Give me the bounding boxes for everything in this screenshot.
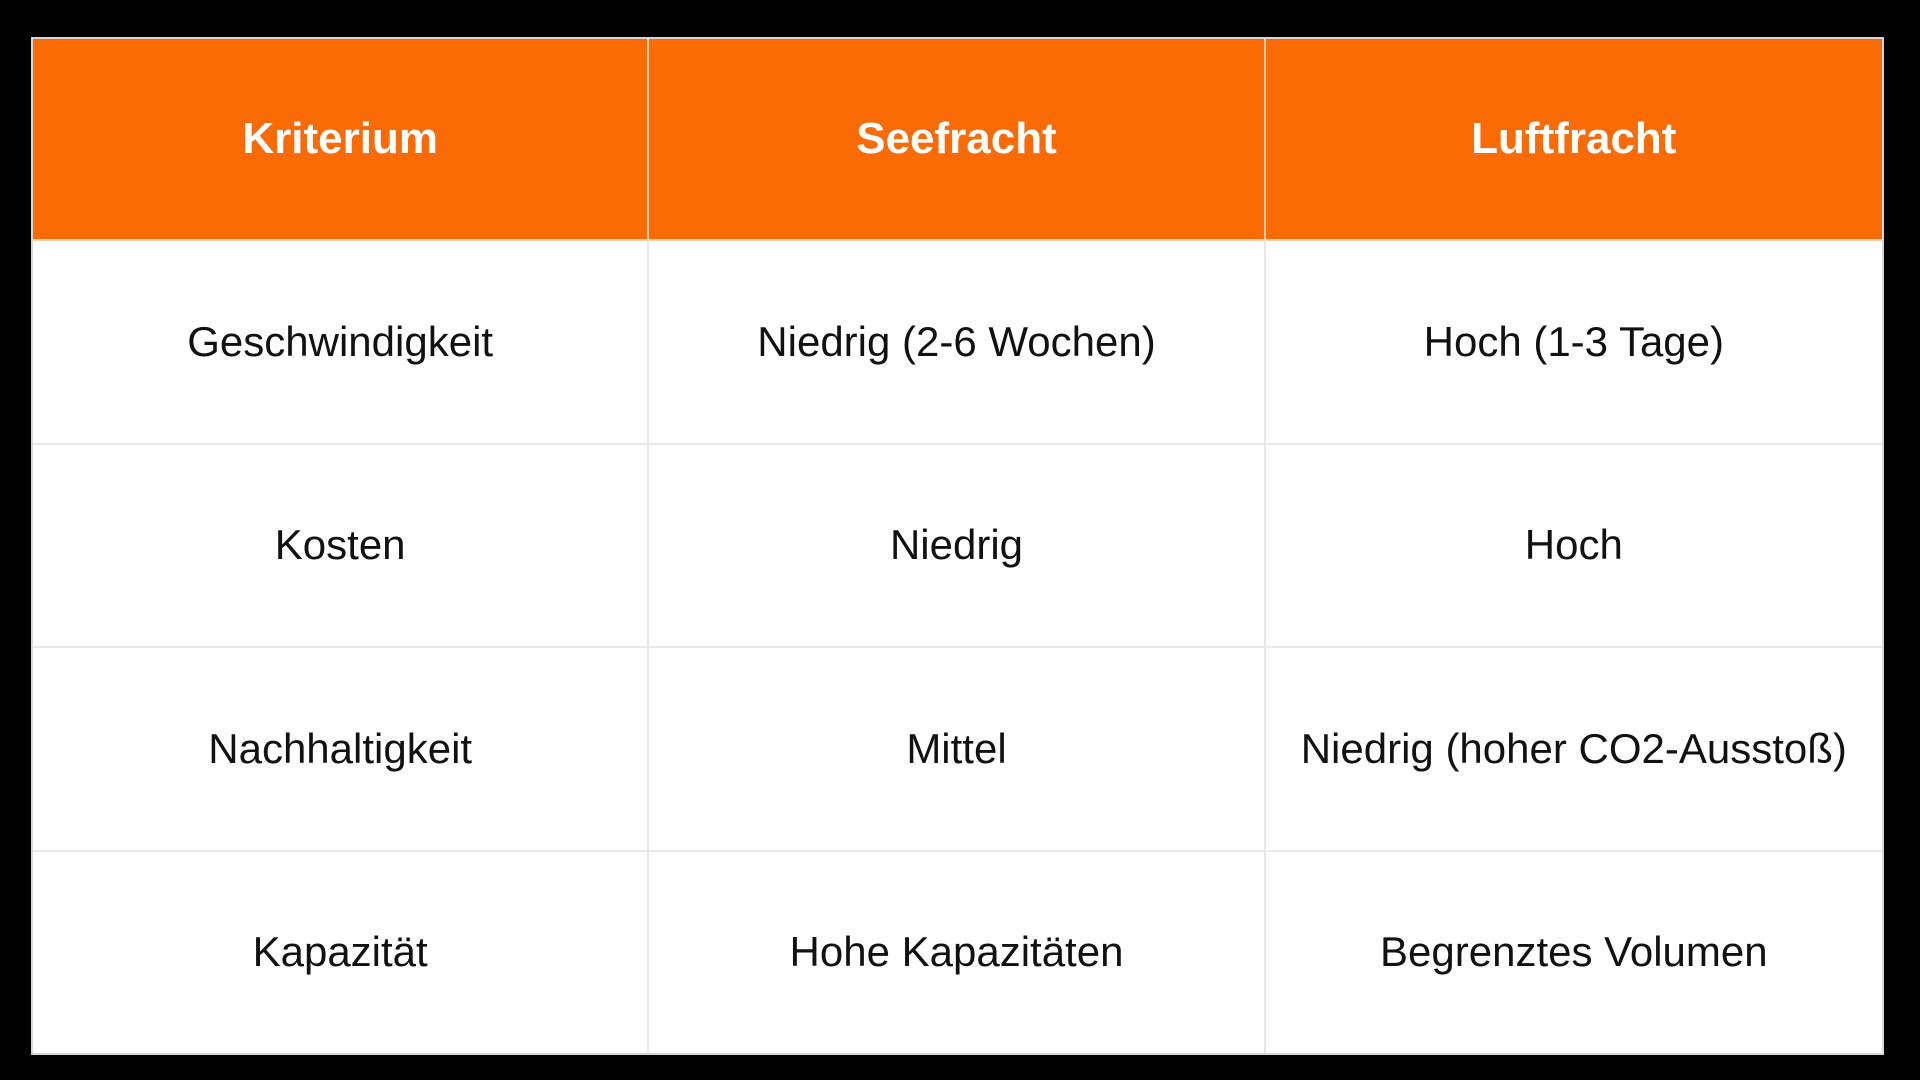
cell-text: Begrenztes Volumen <box>1380 928 1768 976</box>
cell-luftfracht: Hoch (1-3 Tage) <box>1265 239 1882 443</box>
cell-kriterium: Geschwindigkeit <box>33 239 650 443</box>
header-cell-seefracht: Seefracht <box>649 39 1266 239</box>
cell-text: Hoch (1-3 Tage) <box>1423 317 1725 365</box>
table-row: Nachhaltigkeit Mittel Niedrig (hoher CO2… <box>33 646 1882 850</box>
table-row: Kosten Niedrig Hoch <box>33 442 1882 647</box>
header-label-seefracht: Seefracht <box>856 114 1057 163</box>
table-header-row: Kriterium Seefracht Luftfracht <box>33 39 1882 239</box>
cell-text: Geschwindigkeit <box>187 317 494 365</box>
cell-text: Niedrig (2-6 Wochen) <box>757 317 1156 365</box>
cell-text: Niedrig <box>889 521 1024 569</box>
cell-text: Niedrig (hoher CO2-Ausstoß) <box>1300 724 1847 772</box>
cell-kriterium: Nachhaltigkeit <box>33 646 650 850</box>
cell-kriterium: Kosten <box>33 442 650 646</box>
cell-text: Kapazität <box>252 928 428 976</box>
header-cell-kriterium: Kriterium <box>33 39 650 239</box>
cell-kriterium: Kapazität <box>33 849 650 1053</box>
freight-comparison-table: Kriterium Seefracht Luftfracht Geschwind… <box>31 37 1884 1055</box>
header-label-kriterium: Kriterium <box>242 114 438 163</box>
cell-seefracht: Mittel <box>649 646 1266 850</box>
cell-text: Kosten <box>274 521 406 569</box>
cell-seefracht: Niedrig (2-6 Wochen) <box>649 239 1266 443</box>
cell-text: Hoch <box>1524 521 1623 569</box>
cell-seefracht: Hohe Kapazitäten <box>649 849 1266 1053</box>
cell-seefracht: Niedrig <box>649 442 1266 646</box>
table-row: Kapazität Hohe Kapazitäten Begrenztes Vo… <box>33 849 1882 1054</box>
header-cell-luftfracht: Luftfracht <box>1266 39 1882 239</box>
cell-luftfracht: Hoch <box>1265 442 1882 647</box>
cell-luftfracht: Begrenztes Volumen <box>1265 849 1882 1054</box>
header-label-luftfracht: Luftfracht <box>1471 114 1677 163</box>
cell-text: Hohe Kapazitäten <box>789 928 1124 976</box>
cell-luftfracht: Niedrig (hoher CO2-Ausstoß) <box>1265 646 1882 850</box>
cell-text: Mittel <box>906 724 1007 772</box>
cell-text: Nachhaltigkeit <box>208 724 473 772</box>
table-row: Geschwindigkeit Niedrig (2-6 Wochen) Hoc… <box>33 239 1882 443</box>
